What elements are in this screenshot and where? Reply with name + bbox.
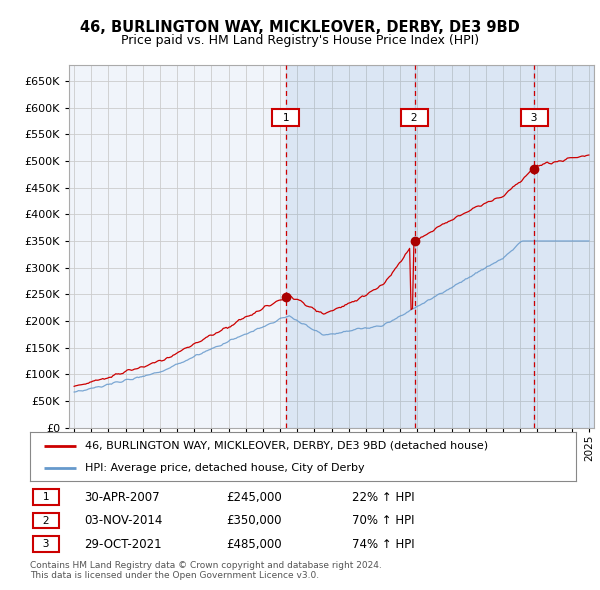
Text: 70% ↑ HPI: 70% ↑ HPI xyxy=(352,514,415,527)
Text: 46, BURLINGTON WAY, MICKLEOVER, DERBY, DE3 9BD: 46, BURLINGTON WAY, MICKLEOVER, DERBY, D… xyxy=(80,20,520,35)
Text: Price paid vs. HM Land Registry's House Price Index (HPI): Price paid vs. HM Land Registry's House … xyxy=(121,34,479,47)
Text: 2: 2 xyxy=(36,516,56,526)
Text: 46, BURLINGTON WAY, MICKLEOVER, DERBY, DE3 9BD (detached house): 46, BURLINGTON WAY, MICKLEOVER, DERBY, D… xyxy=(85,441,488,451)
Text: 03-NOV-2014: 03-NOV-2014 xyxy=(85,514,163,527)
Text: 2: 2 xyxy=(404,113,425,123)
Text: 3: 3 xyxy=(524,113,545,123)
Text: 1: 1 xyxy=(275,113,296,123)
Bar xyxy=(415,65,535,428)
Text: £245,000: £245,000 xyxy=(227,490,283,504)
Text: 74% ↑ HPI: 74% ↑ HPI xyxy=(352,537,415,551)
Bar xyxy=(535,65,594,428)
Text: 30-APR-2007: 30-APR-2007 xyxy=(85,490,160,504)
Text: Contains HM Land Registry data © Crown copyright and database right 2024.
This d: Contains HM Land Registry data © Crown c… xyxy=(30,560,382,580)
Text: 1: 1 xyxy=(36,492,56,502)
Text: HPI: Average price, detached house, City of Derby: HPI: Average price, detached house, City… xyxy=(85,463,364,473)
Text: 22% ↑ HPI: 22% ↑ HPI xyxy=(352,490,415,504)
Text: £485,000: £485,000 xyxy=(227,537,282,551)
Text: £350,000: £350,000 xyxy=(227,514,282,527)
Bar xyxy=(286,65,415,428)
Text: 29-OCT-2021: 29-OCT-2021 xyxy=(85,537,162,551)
Text: 3: 3 xyxy=(36,539,56,549)
